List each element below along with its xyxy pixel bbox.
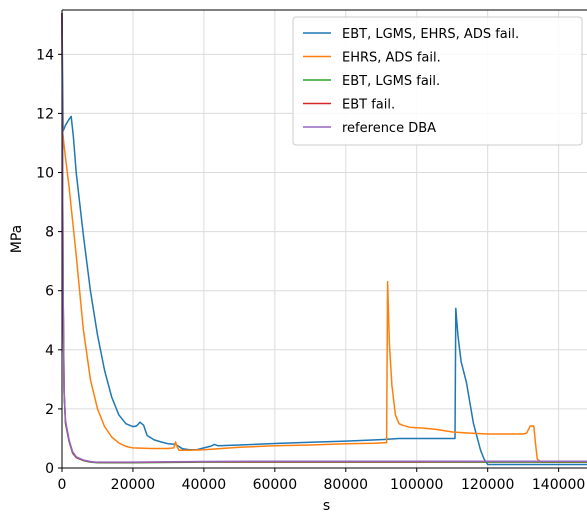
x-tick-label: 100000 (390, 477, 443, 493)
x-tick-label: 20000 (111, 477, 156, 493)
legend-entry: EHRS, ADS fail. (342, 51, 441, 66)
legend-box (292, 16, 583, 146)
x-tick-label: 40000 (182, 477, 227, 493)
x-tick-label: 60000 (253, 477, 298, 493)
x-axis-label: s (323, 498, 330, 514)
y-tick-label: 0 (45, 461, 54, 477)
legend-entry: reference DBA (342, 121, 436, 136)
x-tick-label: 0 (58, 477, 67, 493)
legend-entry: EBT, LGMS, EHRS, ADS fail. (342, 27, 519, 42)
axis-ticks: 0 20000 40000 60000 80000 100000 120000 140000 0… (36, 47, 585, 493)
x-tick-label: 140000 (532, 477, 585, 493)
legend-entry: EBT fail. (342, 98, 395, 113)
axes-frame (61, 9, 587, 469)
y-tick-label: 6 (45, 284, 54, 300)
series-line-5 (61, 12, 587, 463)
series-lines (61, 12, 587, 466)
legend: EBT, LGMS, EHRS, ADS fail. EHRS, ADS fail… (292, 16, 583, 146)
legend-entry: EBT, LGMS fail. (342, 74, 440, 89)
y-axis-label: MPa (9, 225, 25, 253)
y-tick-label: 10 (36, 166, 54, 182)
series-line-2 (61, 125, 587, 463)
y-tick-label: 14 (36, 47, 54, 63)
y-tick-label: 2 (45, 402, 54, 418)
x-tick-label: 80000 (324, 477, 369, 493)
y-tick-label: 8 (45, 225, 54, 241)
y-tick-label: 4 (45, 343, 54, 359)
y-tick-label: 12 (36, 106, 54, 122)
x-tick-label: 120000 (461, 477, 514, 493)
